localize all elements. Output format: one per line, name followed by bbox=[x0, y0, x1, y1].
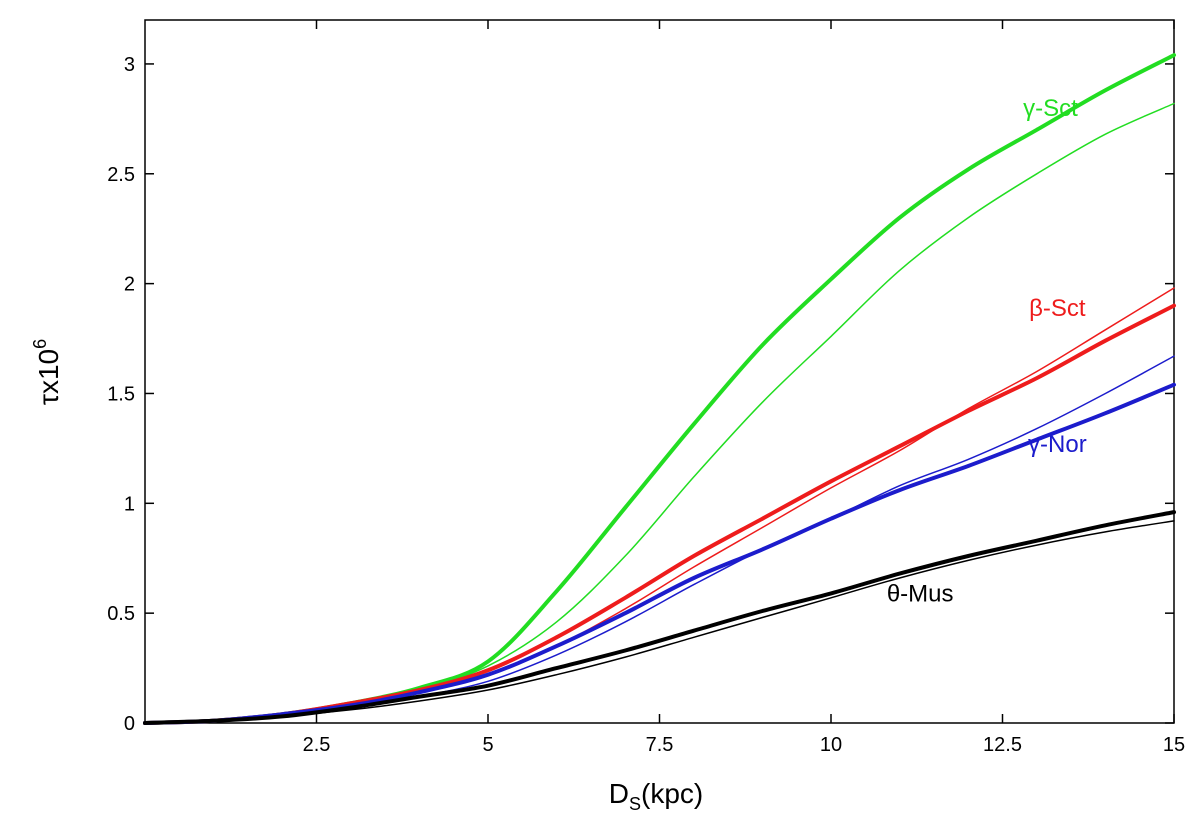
series-lines bbox=[143, 53, 1176, 725]
x-tick-label: 7.5 bbox=[646, 734, 674, 756]
x-axis-title: DS(kpc) bbox=[609, 778, 703, 814]
y-tick-label: 0.5 bbox=[107, 603, 135, 625]
x-tick-label: 2.5 bbox=[303, 734, 331, 756]
series-line-sct-thin bbox=[144, 287, 1175, 724]
y-axis-title: τx106 bbox=[30, 339, 64, 405]
series-line-mus-thin bbox=[144, 520, 1175, 724]
series-label: β-Sct bbox=[1029, 295, 1086, 322]
y-tick-label: 0 bbox=[124, 713, 135, 735]
y-tick-label: 2.5 bbox=[107, 164, 135, 186]
x-tick-label: 10 bbox=[820, 734, 842, 756]
series-line-nor-thin bbox=[144, 355, 1175, 724]
x-tick-label: 5 bbox=[482, 734, 493, 756]
x-axis-title-subscript: S bbox=[629, 794, 641, 814]
x-tick-label: 12.5 bbox=[983, 734, 1022, 756]
y-tick-label: 1.5 bbox=[107, 383, 135, 405]
series-line-sct-thick bbox=[143, 303, 1176, 725]
x-axis-ticks: 2.5 5 7.5 10 12.5 15 bbox=[303, 20, 1185, 756]
series-line-sct-thin bbox=[144, 102, 1175, 724]
y-tick-label: 2 bbox=[124, 274, 135, 296]
y-axis-ticks: 0 0.5 1 1.5 2 2.5 3 bbox=[107, 54, 1174, 735]
series-line-sct-thick bbox=[143, 53, 1176, 725]
x-axis-title-rest: (kpc) bbox=[641, 778, 703, 809]
series-annotations: γ-Sct β-Sct γ-Nor θ-Mus bbox=[887, 95, 1087, 608]
y-tick-label: 3 bbox=[124, 54, 135, 76]
series-line-nor-thick bbox=[143, 382, 1176, 725]
y-axis-title-superscript: 6 bbox=[30, 339, 50, 349]
x-axis-title-main: D bbox=[609, 778, 629, 809]
x-tick-label: 15 bbox=[1163, 734, 1185, 756]
y-axis-title-main: τx10 bbox=[33, 349, 64, 405]
series-label: γ-Sct bbox=[1023, 95, 1078, 122]
series-label: θ-Mus bbox=[887, 580, 954, 607]
series-label: γ-Nor bbox=[1028, 431, 1087, 458]
series-line-mus-thick bbox=[143, 510, 1176, 725]
y-tick-label: 1 bbox=[124, 493, 135, 515]
plot-frame bbox=[144, 19, 1175, 724]
